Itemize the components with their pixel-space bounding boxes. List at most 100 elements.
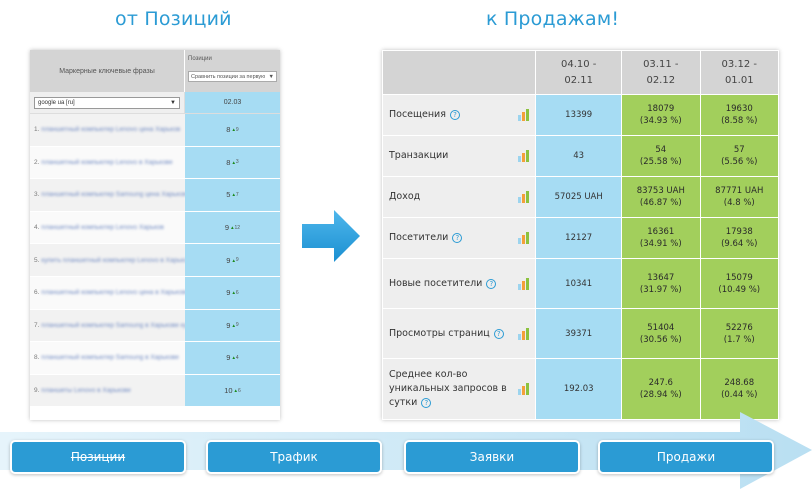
metric-value: 12127	[565, 233, 593, 243]
metric-label-cell: Среднее кол-во уникальных запросов в сут…	[381, 358, 537, 420]
search-engine-select-value: google ua [ru]	[38, 100, 75, 106]
position-change: 3	[235, 159, 239, 166]
arrow-up-icon: ▲	[231, 192, 236, 198]
arrow-up-icon: ▲	[231, 290, 236, 296]
metric-value: 51404	[647, 322, 675, 333]
metric-value-period-1: 192.03	[535, 358, 623, 420]
chevron-down-icon: ▼	[268, 73, 274, 80]
keyword-number: 6.	[34, 289, 40, 297]
keyword-phrase-link[interactable]: планшетный компьютер Lenovo цена в Харьк…	[41, 289, 185, 297]
metric-value-period-3: 57 (5.56 %)	[699, 135, 780, 177]
keyword-cell[interactable]: 2. планшетный компьютер Lenovo в Харькове	[30, 146, 185, 179]
keyword-number: 8.	[34, 354, 40, 362]
keyword-cell[interactable]: 6. планшетный компьютер Lenovo цена в Хар…	[30, 276, 185, 309]
period-2-end: 02.12	[646, 74, 676, 86]
help-icon[interactable]: ?	[452, 233, 463, 243]
sales-metrics-table: 04.10 - 02.11 03.11 - 02.12 03.12 - 01.01 П…	[381, 50, 780, 420]
help-icon[interactable]: ?	[493, 328, 504, 339]
metric-value-period-1: 13399	[535, 94, 623, 136]
metric-value: 87771 UAH	[715, 186, 764, 196]
metric-row: Среднее кол-во уникальных запросов в сут…	[381, 358, 780, 420]
position-change: 4	[235, 354, 239, 361]
keyword-cell[interactable]: 4. планшетный компьютер Lenovo Харьков	[30, 211, 185, 244]
metric-value: 54	[655, 145, 667, 155]
metric-value: 19630	[725, 104, 753, 114]
position-change: 7	[235, 191, 239, 198]
metric-value: 247.6	[648, 378, 673, 388]
metric-value-period-1: 10341	[535, 258, 623, 309]
keyword-cell[interactable]: 9. планшеты Lenovo в Харькове	[30, 374, 185, 407]
period-1-end: 02.11	[564, 74, 593, 86]
keyword-phrase-link[interactable]: планшетный компьютер Lenovo цена Харьков	[41, 126, 181, 134]
bar-chart-icon[interactable]	[518, 232, 530, 244]
metric-value: 16361	[647, 227, 675, 237]
keyword-phrase-link[interactable]: купить планшетный компьютер Lenovo в Хар…	[41, 256, 185, 264]
search-engine-select[interactable]: google ua [ru] ▼	[34, 97, 180, 109]
metric-value-period-3: 15079 (10.49 %)	[699, 258, 780, 309]
keyword-cell[interactable]: 3. планшетный компьютер Samsung цена Харь…	[30, 179, 185, 211]
position-change: 6	[235, 289, 239, 296]
keyword-number: 5.	[34, 256, 40, 264]
stage-sales-button[interactable]: Продажи	[598, 440, 774, 474]
metric-label-cell: Доход	[381, 176, 537, 218]
metric-change-percent: (1.7 %)	[723, 334, 755, 345]
keyword-phrase-link[interactable]: планшеты Lenovo в Харькове	[41, 387, 131, 395]
metric-value: 43	[573, 151, 585, 161]
metric-value: 13399	[565, 110, 593, 120]
help-icon[interactable]: ?	[421, 398, 432, 408]
metric-label: Доход	[389, 191, 421, 202]
position-value: 9	[226, 288, 231, 298]
bar-chart-icon[interactable]	[518, 277, 530, 290]
metric-value-period-1: 43	[535, 135, 623, 177]
position-value: 8	[226, 157, 231, 167]
period-3-start: 03.12 -	[721, 58, 757, 70]
stage-traffic-button[interactable]: Трафик	[206, 440, 382, 474]
metric-value-period-3: 19630 (8.58 %)	[699, 94, 780, 136]
metrics-table: 04.10 - 02.11 03.11 - 02.12 03.12 - 01.01 П…	[381, 50, 780, 420]
bar-chart-icon[interactable]	[518, 327, 530, 340]
position-cell: 8 ▲ 9	[185, 114, 280, 146]
metric-row: Доход 57025 UAH 83753 UAH (46.87 %) 87771 UA…	[381, 176, 780, 218]
keyword-row: 3. планшетный компьютер Samsung цена Харь…	[30, 179, 280, 212]
metric-change-percent: (28.94 %)	[639, 390, 682, 400]
positions-column-label: Позиции	[188, 56, 212, 62]
metric-change-percent: (30.56 %)	[639, 334, 682, 345]
keyword-phrase-link[interactable]: планшетный компьютер Samsung в Харькове	[41, 354, 179, 362]
metric-value-period-3: 17938 (9.64 %)	[699, 217, 780, 259]
bar-chart-icon[interactable]	[518, 109, 530, 121]
arrow-up-icon: ▲	[231, 355, 236, 361]
metric-label-cell: Новые посетители?	[381, 258, 537, 309]
positions-table-subheader: google ua [ru] ▼ 02.03	[30, 92, 280, 114]
keyword-number: 3.	[34, 191, 40, 199]
compare-positions-select[interactable]: Сравнить позиции за первую ▼	[188, 71, 277, 82]
help-icon[interactable]: ?	[486, 278, 497, 289]
metric-value: 18079	[647, 104, 675, 114]
metric-label: Новые посетители	[389, 277, 483, 289]
position-cell: 9 ▲ 9	[185, 309, 280, 342]
bar-chart-icon[interactable]	[518, 191, 530, 203]
keyword-cell[interactable]: 8. планшетный компьютер Samsung в Харьков…	[30, 342, 185, 374]
metric-value: 13647	[647, 272, 675, 283]
bar-chart-icon[interactable]	[518, 383, 530, 395]
metric-change-percent: (34.91 %)	[639, 239, 682, 249]
keyword-row: 5. купить планшетный компьютер Lenovo в Х…	[30, 244, 280, 277]
stage-positions-button[interactable]: Позиции	[10, 440, 186, 474]
position-cell: 9 ▲ 4	[185, 342, 280, 374]
keyword-cell[interactable]: 7. планшетный компьютер Samsung в Харьков…	[30, 309, 185, 342]
keyword-number: 1.	[34, 126, 40, 134]
period-1-start: 04.10 -	[560, 58, 597, 70]
keyword-phrase-link[interactable]: планшетный компьютер Lenovo в Харькове	[41, 158, 173, 166]
stage-leads-button[interactable]: Заявки	[404, 440, 580, 474]
keyword-cell[interactable]: 5. купить планшетный компьютер Lenovo в Х…	[30, 244, 185, 276]
period-2-start: 03.11 -	[643, 58, 679, 70]
metric-value-period-1: 39371	[535, 308, 623, 359]
keyword-phrase-link[interactable]: планшетный компьютер Samsung цена Харько…	[41, 191, 185, 199]
keyword-row: 4. планшетный компьютер Lenovo Харьков 9 ▲ 1…	[30, 211, 280, 245]
metric-row: Новые посетители? 10341 13647 (31.97 %) 1507…	[381, 258, 780, 309]
keyword-phrase-link[interactable]: планшетный компьютер Samsung в Харькове …	[41, 321, 185, 329]
keyword-phrase-link[interactable]: планшетный компьютер Lenovo Харьков	[41, 224, 164, 232]
position-cell: 9 ▲ 6	[185, 276, 280, 309]
keyword-cell[interactable]: 1. планшетный компьютер Lenovo цена Харьк…	[30, 114, 185, 146]
help-icon[interactable]: ?	[449, 110, 460, 120]
bar-chart-icon[interactable]	[518, 150, 530, 162]
